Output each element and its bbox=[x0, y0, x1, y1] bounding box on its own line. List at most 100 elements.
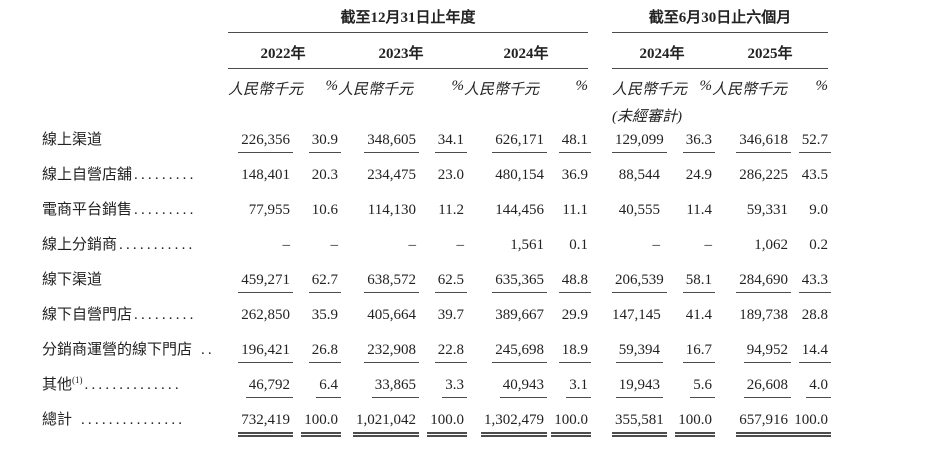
amount-unit-label: 人民幣千元 bbox=[712, 82, 788, 98]
amount-unit-label: 人民幣千元 bbox=[338, 82, 414, 98]
unaudited-note: (未經審計) bbox=[612, 109, 683, 125]
value-cell: 36.3 bbox=[660, 128, 716, 163]
dot-leader: ......... bbox=[134, 167, 197, 183]
value-text: 232,908 bbox=[364, 342, 419, 363]
table-row: 線上分銷商........... – – – – 1,561 0.1 – – 1,062 0.2 bbox=[42, 233, 828, 268]
value-cell: 0.1 bbox=[544, 233, 588, 268]
value-text: 355,581 bbox=[612, 412, 667, 437]
row-label-text: 線上分銷商 bbox=[42, 237, 118, 253]
value-text: 346,618 bbox=[736, 132, 792, 153]
value-cell: – bbox=[416, 233, 465, 268]
value-cell: – bbox=[660, 233, 713, 268]
value-text: 206,539 bbox=[612, 272, 667, 293]
value-cell: 284,690 bbox=[712, 268, 792, 303]
value-cell: 3.3 bbox=[416, 373, 467, 408]
value-cell: 1,062 bbox=[712, 233, 788, 268]
value-text: 226,356 bbox=[238, 132, 293, 153]
value-text: 1,302,479 bbox=[481, 412, 547, 437]
value-text: 30.9 bbox=[308, 132, 341, 153]
year-spacer bbox=[42, 33, 228, 69]
value-cell: 234,475 bbox=[338, 163, 416, 198]
value-text: 638,572 bbox=[364, 272, 419, 293]
value-text: – bbox=[330, 237, 339, 253]
period-group-annual: 截至12月31日止年度 bbox=[228, 6, 589, 33]
unit-header-row: 人民幣千元 % 人民幣千元 % 人民幣千元 % 人民幣千元 (未經審計) % 人… bbox=[42, 69, 828, 129]
value-cell: 626,171 bbox=[464, 128, 547, 163]
value-text: 94,952 bbox=[743, 342, 792, 363]
value-text: 129,099 bbox=[612, 132, 667, 153]
value-cell: 657,916 bbox=[712, 408, 792, 443]
value-text: – bbox=[282, 237, 291, 253]
value-cell: 11.1 bbox=[544, 198, 588, 233]
value-text: 100.0 bbox=[551, 412, 592, 437]
value-text: 100.0 bbox=[791, 412, 832, 437]
group-gap bbox=[588, 233, 612, 268]
group-gap bbox=[588, 198, 612, 233]
value-cell: 9.0 bbox=[788, 198, 828, 233]
value-cell: 16.7 bbox=[660, 338, 716, 373]
value-cell: 4.0 bbox=[788, 373, 832, 408]
value-text: 3.1 bbox=[566, 377, 592, 398]
value-text: 1,062 bbox=[754, 237, 789, 253]
value-text: 19,943 bbox=[615, 377, 664, 398]
value-cell: 11.2 bbox=[416, 198, 464, 233]
row-label: 線下渠道 bbox=[42, 268, 228, 303]
value-text: 77,955 bbox=[248, 202, 290, 218]
revenue-by-channel-table: 截至12月31日止年度 截至6月30日止六個月 2022年 2023年 2024… bbox=[42, 6, 832, 443]
value-text: 46,792 bbox=[245, 377, 293, 398]
value-cell: 34.1 bbox=[416, 128, 467, 163]
value-text: 286,225 bbox=[739, 167, 789, 183]
value-cell: 41.4 bbox=[660, 303, 712, 338]
value-cell: 14.4 bbox=[788, 338, 832, 373]
value-cell: 346,618 bbox=[712, 128, 792, 163]
row-label: 線上自營店舖......... bbox=[42, 163, 228, 198]
value-cell: 10.6 bbox=[290, 198, 338, 233]
value-cell: 144,456 bbox=[464, 198, 544, 233]
amount-unit-label: 人民幣千元 bbox=[464, 82, 540, 98]
value-text: 262,850 bbox=[241, 307, 290, 323]
value-cell: 206,539 bbox=[612, 268, 667, 303]
value-cell: – bbox=[338, 233, 417, 268]
value-cell: – bbox=[612, 233, 661, 268]
value-cell: 100.0 bbox=[416, 408, 467, 443]
dot-leader: ............... bbox=[74, 412, 186, 428]
value-text: 657,916 bbox=[736, 412, 792, 437]
value-cell: 286,225 bbox=[712, 163, 788, 198]
value-text: 22.8 bbox=[434, 342, 467, 363]
value-cell: 58.1 bbox=[660, 268, 716, 303]
group-gap bbox=[588, 6, 612, 33]
value-cell: 100.0 bbox=[660, 408, 716, 443]
value-text: 189,738 bbox=[739, 307, 789, 323]
value-cell: 22.8 bbox=[416, 338, 467, 373]
amount-unit-label: 人民幣千元 bbox=[612, 82, 688, 98]
value-text: 29.9 bbox=[561, 307, 589, 323]
value-text: 36.3 bbox=[682, 132, 716, 153]
value-cell: 11.4 bbox=[660, 198, 712, 233]
value-text: 14.4 bbox=[798, 342, 832, 363]
value-cell: 148,401 bbox=[228, 163, 290, 198]
value-cell: 62.5 bbox=[416, 268, 467, 303]
value-cell: – bbox=[290, 233, 339, 268]
group-gap bbox=[588, 408, 612, 443]
value-cell: 245,698 bbox=[464, 338, 547, 373]
value-cell: 39.7 bbox=[416, 303, 464, 338]
value-text: 48.1 bbox=[558, 132, 592, 153]
value-text: 26,608 bbox=[743, 377, 792, 398]
value-text: 34.1 bbox=[434, 132, 467, 153]
value-text: 100.0 bbox=[427, 412, 467, 437]
value-text: 0.2 bbox=[809, 237, 829, 253]
value-text: 58.1 bbox=[682, 272, 716, 293]
value-cell: 635,365 bbox=[464, 268, 547, 303]
value-text: 144,456 bbox=[495, 202, 544, 218]
group-gap bbox=[588, 69, 612, 129]
table-header: 截至12月31日止年度 截至6月30日止六個月 2022年 2023年 2024… bbox=[42, 6, 829, 129]
table-body: 線上渠道 226,356 30.9 348,605 34.1 626,171 48.1 129… bbox=[42, 128, 832, 443]
table-row: 分銷商運營的線下門店 .. 196,421 26.8 232,908 22.8 245,6… bbox=[42, 338, 832, 373]
value-cell: 100.0 bbox=[544, 408, 592, 443]
year-header-2024: 2024年 bbox=[464, 32, 589, 69]
value-text: 88,544 bbox=[618, 167, 661, 183]
value-text: 40,555 bbox=[618, 202, 661, 218]
row-label-text: 線上自營店舖 bbox=[42, 167, 133, 183]
value-text: 3.3 bbox=[442, 377, 467, 398]
value-cell: 114,130 bbox=[338, 198, 416, 233]
